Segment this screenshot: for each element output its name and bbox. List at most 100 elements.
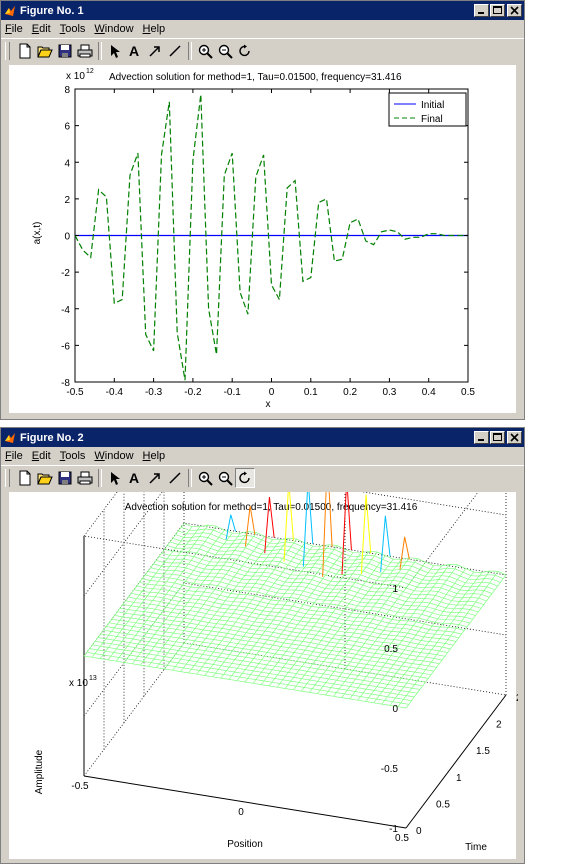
surface-mesh-line (309, 557, 410, 693)
menu-file[interactable]: File (5, 450, 23, 462)
figure-toolbar: A (1, 465, 524, 490)
insert-line-icon[interactable] (165, 41, 185, 61)
close-button[interactable] (507, 4, 522, 17)
surface-mesh-line (148, 531, 249, 667)
surface-mesh-line (212, 545, 314, 678)
select-arrow-icon[interactable] (105, 468, 125, 488)
zoom-out-icon[interactable] (215, 468, 235, 488)
box-edge (83, 535, 407, 589)
x-tick-label: -0.4 (106, 387, 124, 398)
surface-mesh-line (91, 526, 193, 658)
surface-mesh-line (236, 545, 338, 681)
surface-mesh-line (373, 571, 475, 704)
surface-mesh-line (196, 538, 297, 675)
x-tick-label: -0.3 (145, 387, 163, 398)
menu-tools[interactable]: Tools (59, 23, 86, 35)
surface-mesh-line (107, 524, 209, 661)
x-tick-label: 0.1 (304, 387, 318, 398)
figure-1-titlebar[interactable]: Figure No. 1 (1, 1, 524, 20)
insert-text-icon[interactable]: A (125, 41, 145, 61)
surface-mesh-line (317, 558, 418, 694)
zoom-in-icon[interactable] (195, 41, 215, 61)
save-icon[interactable] (55, 41, 75, 61)
open-folder-icon[interactable] (35, 41, 55, 61)
menu-help[interactable]: Help (142, 450, 166, 462)
toolbar-separator (188, 469, 192, 487)
surface-mesh-line (83, 523, 185, 657)
x-tick-label: -0.2 (184, 387, 202, 398)
rotate-3d-icon[interactable] (235, 41, 255, 61)
insert-text-icon[interactable]: A (125, 468, 145, 488)
surface-mesh-line (365, 568, 467, 702)
maximize-button[interactable] (490, 431, 505, 444)
surface-mesh-line (285, 555, 386, 689)
insert-line-icon[interactable] (165, 468, 185, 488)
new-file-icon[interactable] (15, 468, 35, 488)
surface-mesh-line (276, 551, 378, 688)
surface-mesh-line (301, 559, 402, 692)
x-tick-label: -0.1 (224, 387, 242, 398)
figure-2-titlebar[interactable]: Figure No. 2 (1, 428, 524, 447)
z-exponent-base: x 10 (69, 678, 88, 689)
menu-file[interactable]: File (5, 23, 23, 35)
surface-mesh-line (397, 571, 499, 707)
box-edge (83, 402, 185, 537)
time-tick-label: 1 (456, 773, 462, 784)
open-folder-icon[interactable] (35, 468, 55, 488)
surface-spike (399, 536, 410, 570)
menu-window[interactable]: Window (94, 450, 134, 462)
save-icon[interactable] (55, 468, 75, 488)
y-tick-label: 8 (64, 85, 70, 96)
y-tick-label: -4 (61, 305, 70, 316)
zoom-out-icon[interactable] (215, 41, 235, 61)
select-arrow-icon[interactable] (105, 41, 125, 61)
menu-bar: File Edit Tools Window Help (1, 20, 524, 38)
surface-mesh-line (381, 572, 483, 705)
z-axis-label: Amplitude (34, 749, 45, 794)
surface-mesh-line (357, 564, 458, 701)
close-button[interactable] (507, 431, 522, 444)
menu-edit[interactable]: Edit (31, 450, 51, 462)
x-tick-label: 0.4 (422, 387, 436, 398)
insert-arrow-icon[interactable] (145, 41, 165, 61)
box-edge (405, 454, 507, 589)
new-file-icon[interactable] (15, 41, 35, 61)
surface-mesh-line (183, 523, 507, 576)
surface-mesh-line (188, 537, 289, 674)
print-icon[interactable] (75, 468, 95, 488)
position-tick-label: 0 (238, 807, 244, 818)
z-tick-label: 0 (392, 704, 398, 715)
rotate-3d-icon[interactable] (235, 468, 255, 488)
toolbar-separator (188, 42, 192, 60)
y-tick-label: 4 (64, 158, 70, 169)
figure-1-window: Figure No. 1 File Edit Tools Window Help… (0, 0, 525, 420)
window-title: Figure No. 1 (20, 4, 84, 17)
toolbar-grip[interactable] (5, 469, 10, 487)
surface-mesh-line (164, 536, 265, 670)
surface-mesh-line (220, 545, 322, 679)
toolbar-separator (98, 469, 102, 487)
maximize-button[interactable] (490, 4, 505, 17)
z-exponent-power: 13 (89, 675, 97, 682)
minimize-button[interactable] (474, 4, 489, 17)
x-tick-label: -0.5 (66, 387, 84, 398)
toolbar-grip[interactable] (5, 42, 10, 60)
menu-tools[interactable]: Tools (59, 450, 86, 462)
z-tick-label: -0.5 (381, 764, 399, 775)
time-tick-label: 2.5 (516, 693, 518, 704)
surface-mesh-line (99, 526, 201, 659)
position-tick-label: -0.5 (71, 781, 89, 792)
minimize-button[interactable] (474, 431, 489, 444)
surface-mesh-line (140, 532, 241, 666)
menu-window[interactable]: Window (94, 23, 134, 35)
insert-arrow-icon[interactable] (145, 468, 165, 488)
figure-2-window: Figure No. 2 File Edit Tools Window Help… (0, 402, 530, 864)
print-icon[interactable] (75, 41, 95, 61)
menu-edit[interactable]: Edit (31, 23, 51, 35)
time-axis (405, 694, 507, 829)
menu-help[interactable]: Help (142, 23, 166, 35)
zoom-in-icon[interactable] (195, 468, 215, 488)
surface-mesh-line (405, 574, 507, 709)
surface-mesh-line (172, 539, 273, 671)
z-tick-label: 1 (392, 584, 398, 595)
